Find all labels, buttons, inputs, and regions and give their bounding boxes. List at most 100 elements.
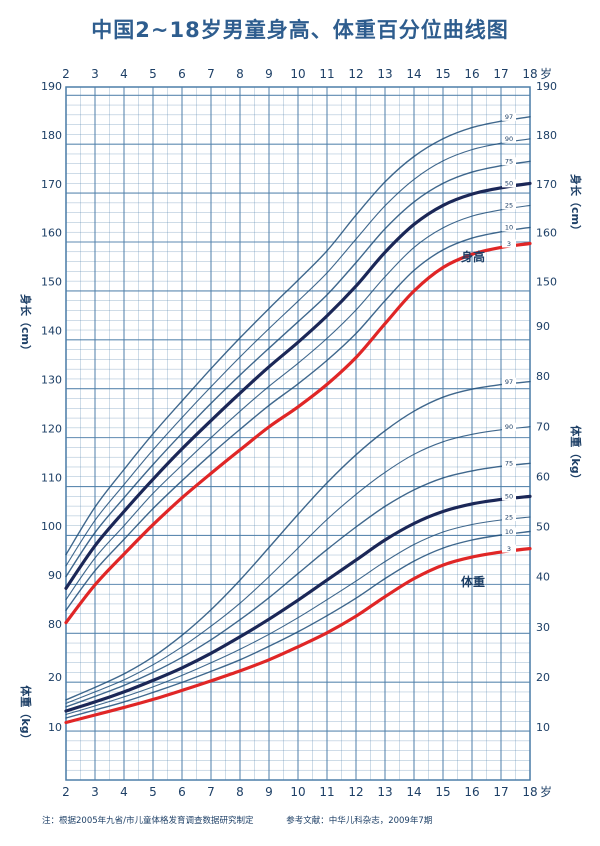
height-curve-label: 身高 <box>461 249 485 264</box>
height-tick-right: 170 <box>536 178 557 191</box>
x-tick-label-top: 13 <box>377 67 392 81</box>
weight-tick-right: 70 <box>536 420 550 433</box>
x-tick-label-bottom: 2 <box>62 785 70 799</box>
weight-percentile-label-p25: 25 <box>505 513 513 521</box>
weight-tick-left: 10 <box>48 721 62 734</box>
plot-frame <box>65 86 531 781</box>
height-tick-right: 150 <box>536 276 557 289</box>
weight-curve-p97 <box>65 380 531 701</box>
weight-tick-left: 20 <box>48 671 62 684</box>
height-axis-label-right: 身长（cm） <box>569 174 583 236</box>
height-percentile-bg-p97 <box>502 112 516 121</box>
height-tick-right: 160 <box>536 227 557 240</box>
weight-percentile-label-p97: 97 <box>505 378 513 386</box>
height-percentile-label-p50: 50 <box>505 180 513 188</box>
height-tick-left: 110 <box>41 471 62 484</box>
weight-percentile-bg-p97 <box>502 377 516 386</box>
footer-note: 注：根据2005年九省/市儿童体格发育调查数据研究制定 <box>42 816 254 826</box>
height-axis-label-left: 身长（cm） <box>19 294 33 356</box>
height-percentile-label-p75: 75 <box>505 158 513 166</box>
weight-tick-right: 50 <box>536 521 550 534</box>
height-curve-p75 <box>65 160 531 578</box>
x-tick-label-top: 6 <box>178 67 186 81</box>
x-tick-label-top: 5 <box>149 67 157 81</box>
weight-percentile-bg-p10 <box>502 527 516 536</box>
height-curve-p50 <box>64 181 532 590</box>
weight-curve-label: 体重 <box>461 574 485 589</box>
page-title: 中国2~18岁男童身高、体重百分位曲线图 <box>91 18 509 42</box>
weight-tick-right: 60 <box>536 470 550 483</box>
grid-major <box>65 86 531 781</box>
x-tick-label-top: 15 <box>435 67 450 81</box>
labels: 身长（cm） 身长（cm） 体重（kg） 体重（kg） 97 90 75 50 25 10 3 97 9… <box>19 112 583 745</box>
x-tick-label-bottom: 18 <box>522 785 537 799</box>
x-tick-label-top: 17 <box>493 67 508 81</box>
height-percentile-label-p3: 3 <box>507 240 511 248</box>
weight-percentile-bg-p3 <box>502 544 516 553</box>
x-tick-label-top: 12 <box>348 67 363 81</box>
curves <box>64 116 532 725</box>
height-curve-p97 <box>65 116 531 556</box>
x-tick-label-bottom: 16 <box>464 785 479 799</box>
weight-percentile-bg-p25 <box>502 512 516 521</box>
weight-percentile-label-p3: 3 <box>507 545 511 553</box>
height-tick-left: 90 <box>48 569 62 582</box>
weight-percentile-label-p50: 50 <box>505 493 513 501</box>
x-tick-label-bottom: 13 <box>377 785 392 799</box>
height-tick-left: 100 <box>41 520 62 533</box>
weight-percentile-bg-p90 <box>502 422 516 431</box>
height-tick-left: 150 <box>41 276 62 289</box>
x-tick-label-bottom: 15 <box>435 785 450 799</box>
height-curve-p25 <box>65 204 531 601</box>
height-tick-left: 120 <box>41 422 62 435</box>
x-tick-label-top: 11 <box>319 67 334 81</box>
height-percentile-bg-p25 <box>502 201 516 210</box>
x-tick-label-top: 18 <box>522 67 537 81</box>
weight-tick-right: 20 <box>536 671 550 684</box>
x-tick-label-top: 9 <box>265 67 273 81</box>
x-tick-label-top: 3 <box>91 67 99 81</box>
x-tick-label-top: 7 <box>207 67 215 81</box>
height-tick-left: 130 <box>41 373 62 386</box>
height-tick-left: 140 <box>41 325 62 338</box>
height-tick-left: 180 <box>41 129 62 142</box>
height-percentile-label-p90: 90 <box>505 135 513 143</box>
height-tick-right: 190 <box>536 80 557 93</box>
x-tick-label-top: 8 <box>236 67 244 81</box>
x-tick-label-bottom: 6 <box>178 785 186 799</box>
x-tick-label-bottom: 10 <box>290 785 305 799</box>
x-tick-label-top: 2 <box>62 67 70 81</box>
x-tick-label-top: 10 <box>290 67 305 81</box>
weight-axis-label-left: 体重（kg） <box>19 685 33 744</box>
x-tick-label-bottom: 12 <box>348 785 363 799</box>
x-tick-label-bottom: 3 <box>91 785 99 799</box>
x-unit-top: 岁 <box>540 66 552 81</box>
weight-tick-right: 80 <box>536 370 550 383</box>
weight-percentile-bg-p50 <box>502 492 516 501</box>
footer: 注：根据2005年九省/市儿童体格发育调查数据研究制定 参考文献：中华儿科杂志，… <box>42 814 582 826</box>
x-tick-label-bottom: 5 <box>149 785 157 799</box>
x-tick-label-top: 16 <box>464 67 479 81</box>
height-percentile-bg-p90 <box>502 134 516 143</box>
height-percentile-label-p25: 25 <box>505 202 513 210</box>
x-unit-bottom: 岁 <box>540 784 552 799</box>
weight-curve-p75 <box>65 462 531 708</box>
height-tick-left: 80 <box>48 618 62 631</box>
height-tick-left: 170 <box>41 178 62 191</box>
x-tick-label-bottom: 14 <box>406 785 421 799</box>
weight-tick-right: 90 <box>536 320 550 333</box>
height-percentile-bg-p75 <box>502 157 516 166</box>
weight-percentile-label-p90: 90 <box>505 423 513 431</box>
height-curve-p10 <box>65 226 531 611</box>
x-tick-label-top: 14 <box>406 67 421 81</box>
x-tick-label-bottom: 7 <box>207 785 215 799</box>
x-tick-label-bottom: 9 <box>265 785 273 799</box>
height-curve-p3 <box>64 241 532 625</box>
height-percentile-bg-p3 <box>502 239 516 248</box>
weight-tick-right: 30 <box>536 621 550 634</box>
weight-curve-p10 <box>65 530 531 719</box>
height-percentile-bg-p50 <box>502 179 516 188</box>
weight-percentile-label-p75: 75 <box>505 460 513 468</box>
height-percentile-bg-p10 <box>502 223 516 232</box>
